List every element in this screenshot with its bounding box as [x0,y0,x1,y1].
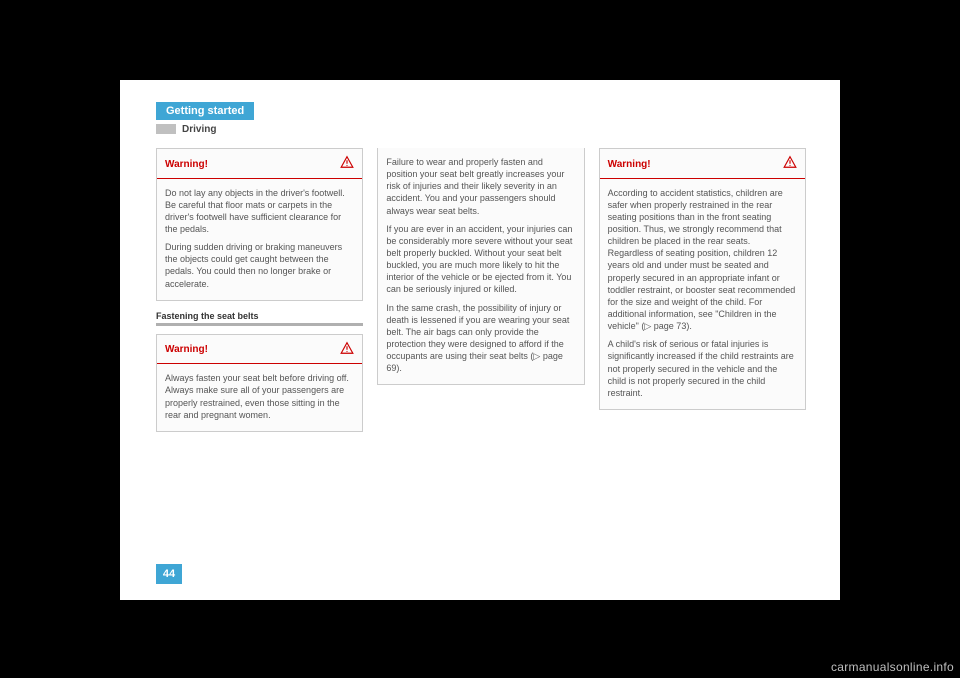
warning-title: Warning! [165,343,208,357]
warning-box-seatbelt: Warning! Always fasten your seat belt be… [156,334,363,432]
warning-icon [340,155,354,174]
warning-header: Warning! [157,335,362,365]
warning-body: Failure to wear and properly fasten and … [378,148,583,384]
column-2: Failure to wear and properly fasten and … [377,148,584,432]
warning-box-footwell: Warning! Do not lay any objects in the d… [156,148,363,301]
warning-text: According to accident statistics, childr… [608,187,797,333]
warning-body: According to accident statistics, childr… [600,179,805,409]
warning-header: Warning! [600,149,805,179]
warning-text: Failure to wear and properly fasten and … [386,156,575,217]
warning-text: Always fasten your seat belt before driv… [165,372,354,421]
section-heading: Fastening the seat belts [156,311,363,321]
warning-text: In the same crash, the possibility of in… [386,302,575,375]
column-3: Warning! According to accident statistic… [599,148,806,432]
chapter-title: Getting started [156,102,254,120]
warning-text: During sudden driving or braking maneuve… [165,241,354,290]
warning-title: Warning! [165,158,208,172]
warning-box-children: Warning! According to accident statistic… [599,148,806,410]
column-1: Warning! Do not lay any objects in the d… [156,148,363,432]
warning-title: Warning! [608,158,651,172]
section-tag [156,124,176,134]
watermark: carmanualsonline.info [831,660,954,674]
warning-body: Do not lay any objects in the driver's f… [157,179,362,300]
content-columns: Warning! Do not lay any objects in the d… [156,148,806,432]
warning-header: Warning! [157,149,362,179]
section-rule [156,323,363,326]
warning-text: A child's risk of serious or fatal injur… [608,338,797,399]
page-number: 44 [156,564,182,584]
warning-icon [340,341,354,360]
manual-page: Getting started Driving Warning! Do not … [120,80,840,600]
warning-icon [783,155,797,174]
section-label: Driving [182,124,216,135]
warning-body: Always fasten your seat belt before driv… [157,364,362,431]
warning-box-continuation: Failure to wear and properly fasten and … [377,148,584,385]
section-title: Driving [156,124,216,135]
warning-text: Do not lay any objects in the driver's f… [165,187,354,236]
warning-text: If you are ever in an accident, your inj… [386,223,575,296]
